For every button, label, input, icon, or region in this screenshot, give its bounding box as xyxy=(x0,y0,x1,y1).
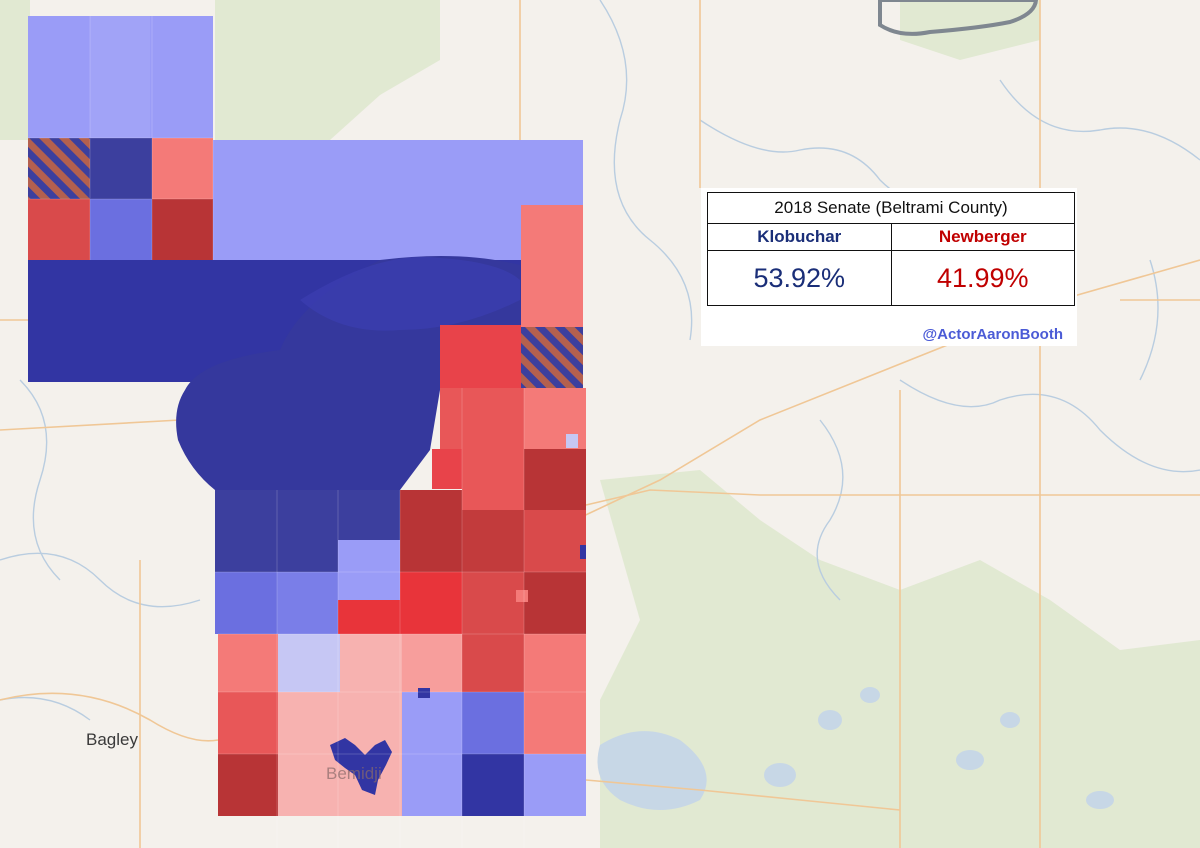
results-title: 2018 Senate (Beltrami County) xyxy=(707,192,1075,224)
candidate-name-klobuchar: Klobuchar xyxy=(707,223,892,251)
candidate-name-newberger: Newberger xyxy=(890,223,1075,251)
water-bodies xyxy=(546,0,1114,810)
place-label-bagley: Bagley xyxy=(86,730,138,749)
precinct-borders xyxy=(28,16,586,848)
author-credit: @ActorAaronBooth xyxy=(922,326,1063,343)
place-label-bemidji: Bemidji xyxy=(326,764,382,783)
candidate-percent-newberger: 41.99% xyxy=(890,250,1075,306)
candidate-percent-klobuchar: 53.92% xyxy=(707,250,892,306)
results-table: 2018 Senate (Beltrami County) Klobuchar … xyxy=(707,192,1075,306)
precinct-shapes xyxy=(28,16,586,816)
results-card: 2018 Senate (Beltrami County) Klobuchar … xyxy=(701,188,1077,346)
